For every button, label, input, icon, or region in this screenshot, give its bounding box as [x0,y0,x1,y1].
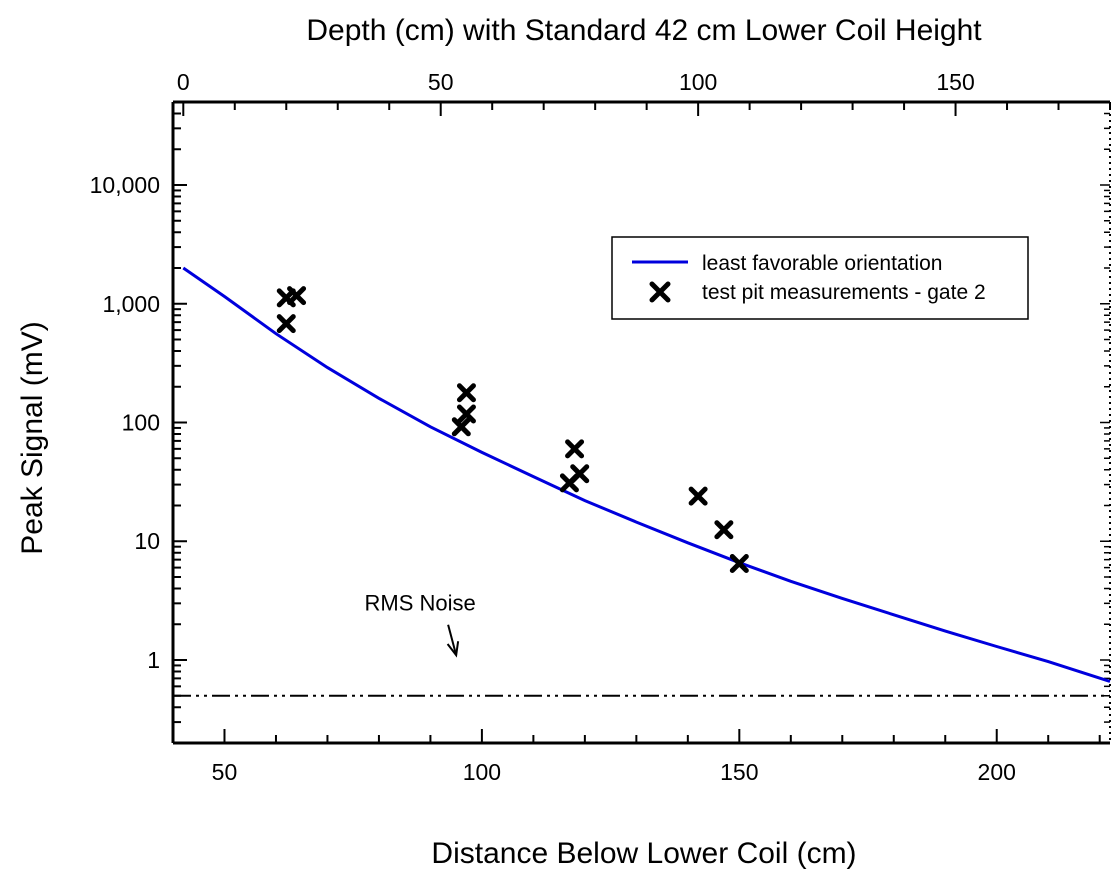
x-tick-label: 50 [212,759,238,785]
x2-axis-label: Depth (cm) with Standard 42 cm Lower Coi… [306,14,982,47]
annotation-arrow-head [446,641,460,658]
data-point-x-marker [276,314,296,334]
y-tick-label: 1 [147,647,160,673]
data-point-x-marker [729,553,749,573]
data-point-x-marker [451,417,471,437]
legend: least favorable orientation test pit mea… [611,236,1029,320]
annotation-arrow-shaft [447,624,458,656]
data-point-x-marker [287,286,307,306]
data-point-x-marker [456,383,476,403]
x-tick-label: 200 [978,759,1016,785]
y-axis-label: Peak Signal (mV) [16,321,49,554]
x-tick-label: 100 [463,759,501,785]
y-tick-label: 1,000 [102,291,160,317]
data-point-x-marker [570,464,590,484]
data-point-x-marker [714,520,734,540]
legend-label-line: least favorable orientation [702,252,943,275]
data-layer: RMS Noise [173,266,1111,697]
y-tick-label: 10 [134,528,160,554]
legend-x-marker [649,281,671,303]
x-tick-label: 150 [720,759,758,785]
x2-tick-label: 150 [936,69,974,95]
data-point-x-marker [565,439,585,459]
x2-tick-label: 0 [177,69,190,95]
legend-box [611,236,1029,320]
axis-ticks: 50 100 150 200 0 50 100 150 1 10 100 1,000 10,000 [90,69,1111,785]
y-tick-label: 10,000 [90,172,160,198]
y-tick-label: 100 [122,410,160,436]
data-point-x-marker [456,404,476,424]
x-axis-label: Distance Below Lower Coil (cm) [431,837,856,870]
x2-tick-label: 100 [679,69,717,95]
plot-frame [171,100,1111,745]
x2-tick-label: 50 [428,69,454,95]
series-line-least-favorable [182,266,1111,683]
legend-label-scatter: test pit measurements - gate 2 [702,281,986,304]
annotation-rms-noise: RMS Noise [364,591,475,616]
data-point-x-marker [688,486,708,506]
